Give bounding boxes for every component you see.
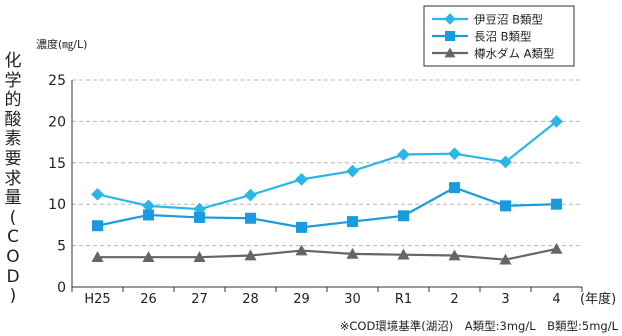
data-point [142, 251, 155, 263]
data-point [346, 164, 359, 178]
x-tick-label: 30 [344, 292, 361, 307]
data-point [398, 210, 409, 222]
data-point [550, 115, 563, 128]
data-point [193, 202, 206, 216]
y-axis-title-char: ) [9, 286, 17, 307]
y-axis-title-char: 要 [4, 148, 22, 169]
legend-label: 伊豆沼 B類型 [474, 13, 543, 27]
data-point [244, 249, 257, 261]
data-point [143, 209, 154, 221]
y-tick-label: 15 [48, 156, 66, 172]
y-axis-title-char: 化 [4, 51, 22, 71]
y-axis-title-char: O [6, 246, 20, 267]
y-axis-title-char: 酸 [4, 109, 22, 130]
x-tick-label: 29 [293, 292, 310, 307]
data-point [244, 188, 257, 202]
x-axis-title: (年度) [580, 291, 616, 307]
x-tick-label: 27 [191, 292, 208, 307]
data-point [346, 247, 359, 259]
data-point [397, 148, 410, 161]
data-point [397, 248, 410, 260]
data-point [499, 253, 512, 265]
data-point [91, 251, 104, 263]
x-tick-label: 3 [501, 292, 509, 307]
y-axis-title-char: ( [9, 207, 17, 228]
x-tick-label: 26 [140, 292, 157, 307]
data-point [194, 211, 205, 223]
data-point [550, 242, 563, 254]
y-axis-title-char: 学 [4, 70, 22, 91]
y-axis-title-char: 量 [4, 188, 22, 209]
x-tick-label: 2 [450, 292, 458, 307]
legend-label: 樽水ダム A類型 [474, 47, 555, 61]
legend-marker [445, 31, 455, 41]
data-point [193, 251, 206, 263]
data-point [448, 249, 461, 261]
data-point [92, 220, 103, 232]
x-tick-label: H25 [84, 292, 110, 307]
series-line [97, 247, 557, 261]
y-tick-label: 5 [57, 239, 66, 255]
y-axis-title-char: 求 [4, 168, 22, 189]
data-point [296, 221, 307, 233]
data-point [499, 155, 512, 169]
data-point [500, 200, 511, 212]
x-tick-label: 4 [552, 292, 560, 307]
series-line [97, 120, 558, 211]
y-tick-label: 20 [48, 114, 66, 130]
y-axis-title-char: 素 [4, 129, 22, 150]
y-axis-title-char: D [6, 266, 20, 287]
x-tick-label: R1 [395, 292, 412, 307]
data-point [142, 199, 155, 213]
data-point [448, 147, 461, 161]
data-point [347, 216, 358, 228]
y-axis-title: 化学的酸素要求量(C O D) [2, 51, 24, 307]
footnote: ※COD環境基準(湖沼) A類型:3mg/L B類型:5mg/L [340, 319, 619, 333]
y-tick-label: 25 [48, 73, 66, 89]
data-point [551, 198, 562, 210]
legend-label: 長沼 B類型 [474, 30, 532, 44]
data-point [295, 244, 308, 256]
data-point [449, 182, 460, 194]
y-tick-label: 10 [48, 197, 66, 213]
data-point [245, 212, 256, 224]
data-point [295, 173, 308, 186]
y-axis-title-char: 的 [4, 90, 22, 111]
legend-marker [444, 47, 456, 58]
unit-label: 濃度(㎎/L) [36, 37, 87, 51]
legend-marker [444, 13, 456, 25]
series-line [97, 186, 557, 229]
y-axis-title-char: C [7, 227, 19, 248]
x-tick-label: 28 [242, 292, 259, 307]
y-tick-label: 0 [57, 280, 66, 296]
data-point [91, 187, 104, 201]
